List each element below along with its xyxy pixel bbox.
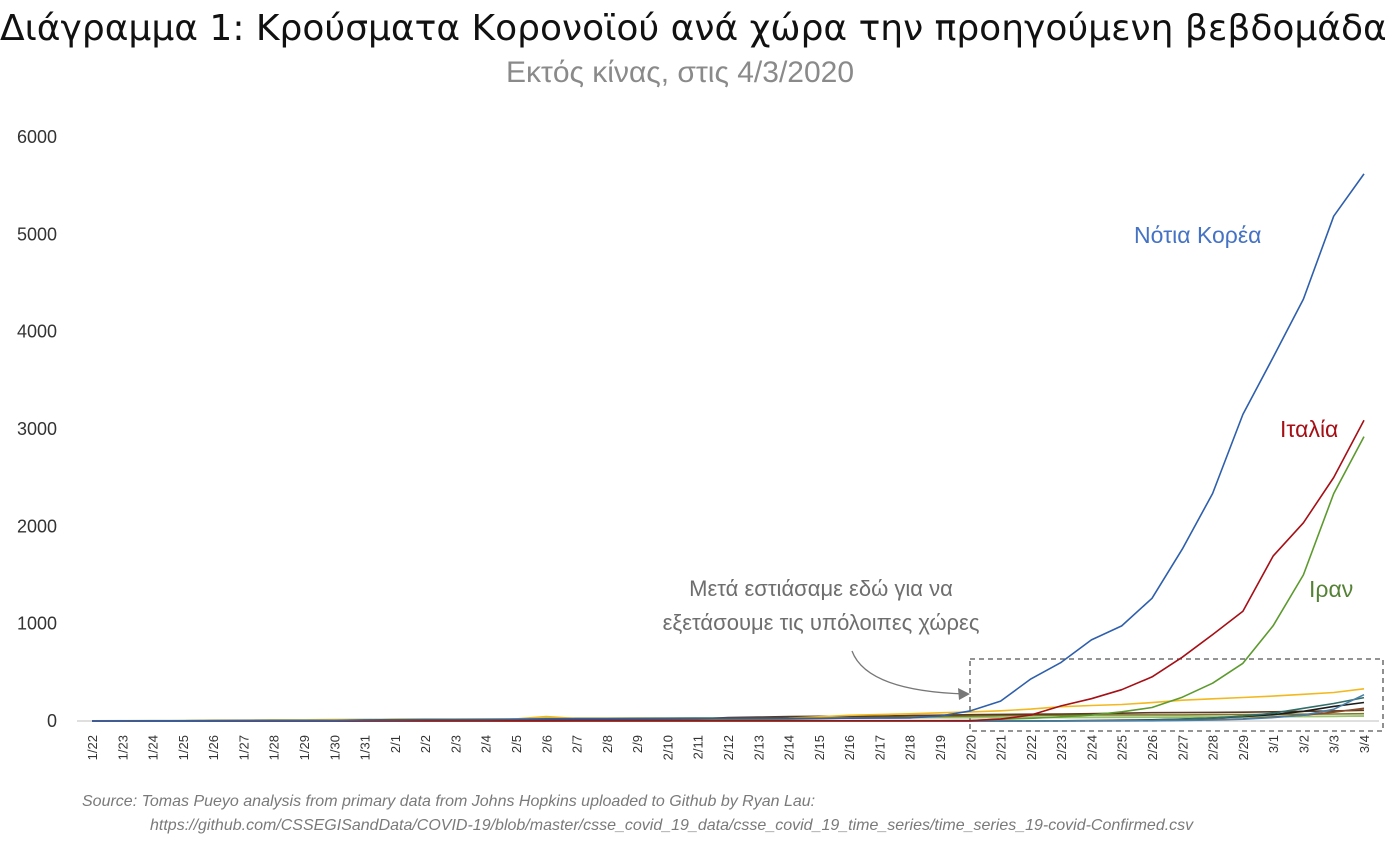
x-tick-label: 2/2 — [418, 735, 433, 753]
x-tick-label: 2/22 — [1024, 735, 1039, 760]
x-tick-label: 2/23 — [1054, 735, 1069, 760]
x-tick-label: 2/17 — [872, 735, 887, 760]
source-line-1: Source: Tomas Pueyo analysis from primar… — [82, 793, 816, 810]
series-label-italy: Ιταλία — [1280, 416, 1338, 443]
annotation-line-1: Μετά εστιάσαμε εδώ για να — [689, 576, 953, 601]
series-label-italy-text: Ιταλία — [1280, 416, 1339, 442]
x-tick-label: 2/20 — [963, 735, 978, 760]
chart-subtitle: Εκτός κίνας, στις 4/3/2020 — [505, 56, 855, 89]
x-tick-label: 2/26 — [1145, 735, 1160, 760]
x-tick-label: 1/28 — [267, 735, 282, 760]
annotation: Μετά εστιάσαμε εδώ για να εξετάσουμε τις… — [596, 572, 1046, 640]
x-tick-label: 1/31 — [358, 735, 373, 760]
chart-title: Διάγραμμα 1: Κρούσματα Κορονοϊού ανά χώρ… — [0, 8, 1387, 49]
x-tick-label: 2/12 — [721, 735, 736, 760]
annotation-arrowhead — [958, 688, 970, 700]
y-axis: 0 1000 2000 3000 4000 5000 6000 — [17, 127, 57, 731]
series-line-4 — [91, 688, 1365, 722]
x-tick-label: 1/25 — [176, 735, 191, 760]
x-tick-label: 1/30 — [327, 735, 342, 760]
x-tick-label: 3/3 — [1327, 735, 1342, 753]
x-tick-label: 2/13 — [751, 735, 766, 760]
x-tick-label: 3/1 — [1266, 735, 1281, 753]
y-tick-label: 4000 — [17, 322, 57, 342]
x-tick-label: 2/28 — [1206, 735, 1221, 760]
y-tick-label: 5000 — [17, 224, 57, 244]
x-tick-label: 2/24 — [1084, 735, 1099, 760]
series-label-iran: Ιραν — [1309, 576, 1353, 603]
x-tick-label: 2/18 — [903, 735, 918, 760]
x-tick-label: 2/10 — [660, 735, 675, 760]
y-tick-label: 2000 — [17, 516, 57, 536]
x-tick-label: 2/5 — [509, 735, 524, 753]
x-tick-label: 2/15 — [812, 735, 827, 760]
x-tick-label: 2/27 — [1175, 735, 1190, 760]
x-tick-label: 1/23 — [115, 735, 130, 760]
source-line-2: https://github.com/CSSEGISandData/COVID-… — [150, 817, 1194, 834]
x-tick-label: 3/2 — [1296, 735, 1311, 753]
x-tick-label: 1/29 — [297, 735, 312, 760]
y-tick-label: 0 — [47, 711, 57, 731]
y-tick-label: 1000 — [17, 614, 57, 634]
x-tick-label: 1/27 — [236, 735, 251, 760]
series-line-1 — [92, 173, 1365, 722]
y-tick-label: 6000 — [17, 127, 57, 147]
x-tick-label: 1/26 — [206, 735, 221, 760]
series-label-korea-text: Νότια Κορέα — [1134, 222, 1262, 248]
x-tick-label: 2/7 — [570, 735, 585, 753]
x-tick-label: 2/6 — [539, 735, 554, 753]
x-tick-label: 2/21 — [994, 735, 1009, 760]
x-tick-label: 2/4 — [479, 735, 494, 753]
series-lines — [91, 173, 1365, 722]
x-tick-label: 2/3 — [448, 735, 463, 753]
annotation-arrow — [851, 650, 967, 695]
x-tick-label: 1/22 — [85, 735, 100, 760]
x-tick-label: 2/19 — [933, 735, 948, 760]
x-tick-label: 2/29 — [1236, 735, 1251, 760]
series-label-korea: Νότια Κορέα — [1134, 222, 1261, 249]
annotation-line-2: εξετάσουμε τις υπόλοιπες χώρες — [662, 610, 980, 635]
x-tick-label: 1/24 — [146, 735, 161, 760]
x-tick-label: 2/16 — [842, 735, 857, 760]
series-label-iran-text: Ιραν — [1309, 576, 1354, 602]
x-tick-label: 2/8 — [600, 735, 615, 753]
x-tick-label: 2/11 — [691, 735, 706, 759]
x-tick-label: 2/1 — [388, 735, 403, 753]
series-line-2 — [92, 419, 1365, 722]
x-axis: 1/22 1/23 1/24 1/25 1/26 1/27 1/28 1/29 1/30 1/31… — [77, 720, 1379, 760]
x-tick-label: 2/25 — [1115, 735, 1130, 760]
x-tick-label: 2/9 — [630, 735, 645, 753]
y-tick-label: 3000 — [17, 419, 57, 439]
x-tick-label: 3/4 — [1357, 735, 1372, 753]
x-tick-label: 2/14 — [782, 735, 797, 760]
source-note: Source: Tomas Pueyo analysis from primar… — [82, 790, 1193, 838]
